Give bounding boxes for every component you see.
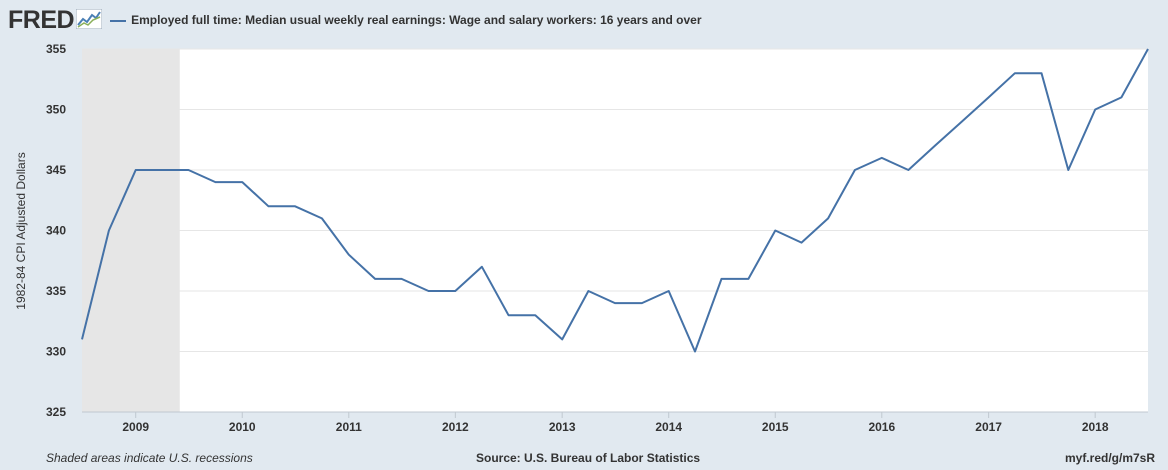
- data-point[interactable]: [666, 288, 672, 294]
- grid-lines: [82, 48, 1148, 352]
- data-point[interactable]: [986, 94, 992, 100]
- data-point[interactable]: [505, 312, 511, 318]
- y-axis-label: 1982-84 CPI Adjusted Dollars: [14, 152, 28, 309]
- y-tick-label: 325: [46, 405, 66, 419]
- legend-swatch: [110, 19, 127, 22]
- data-point[interactable]: [372, 276, 378, 282]
- data-point[interactable]: [692, 349, 698, 355]
- y-axis-ticks: 325 330 335 340 345 350 355: [46, 42, 66, 419]
- source-note: Source: U.S. Bureau of Labor Statistics: [476, 451, 701, 465]
- data-point[interactable]: [399, 276, 405, 282]
- data-point[interactable]: [292, 203, 298, 209]
- data-point[interactable]: [319, 215, 325, 221]
- data-point[interactable]: [772, 228, 778, 234]
- y-tick-label: 335: [46, 284, 66, 298]
- x-tick-label: 2012: [442, 420, 469, 434]
- data-point[interactable]: [106, 228, 112, 234]
- data-point[interactable]: [212, 179, 218, 185]
- data-point[interactable]: [266, 203, 272, 209]
- data-point[interactable]: [959, 119, 965, 125]
- data-point[interactable]: [133, 167, 139, 173]
- y-tick-label: 330: [46, 345, 66, 359]
- chart-legend: Employed full time: Median usual weekly …: [110, 13, 702, 27]
- data-point[interactable]: [239, 179, 245, 185]
- x-tick-label: 2010: [229, 420, 256, 434]
- short-link[interactable]: myf.red/g/m7sR: [1064, 451, 1155, 465]
- data-point[interactable]: [612, 300, 618, 306]
- data-point[interactable]: [852, 167, 858, 173]
- y-tick-label: 350: [46, 103, 66, 117]
- data-point[interactable]: [799, 240, 805, 246]
- x-tick-label: 2009: [122, 420, 149, 434]
- x-tick-label: 2013: [549, 420, 576, 434]
- data-point[interactable]: [479, 264, 485, 270]
- chart-header: FRED Employed full time: Median usual we…: [8, 6, 1158, 34]
- fred-logo-graph-icon: [76, 9, 103, 29]
- x-tick-label: 2011: [336, 420, 362, 434]
- data-point[interactable]: [639, 300, 645, 306]
- data-point[interactable]: [905, 167, 911, 173]
- data-point[interactable]: [932, 143, 938, 149]
- data-point[interactable]: [1145, 46, 1151, 52]
- data-point[interactable]: [346, 252, 352, 258]
- x-tick-label: 2018: [1082, 420, 1109, 434]
- data-point[interactable]: [1065, 167, 1071, 173]
- data-point[interactable]: [585, 288, 591, 294]
- data-point[interactable]: [879, 155, 885, 161]
- data-point[interactable]: [1038, 70, 1044, 76]
- x-tick-label: 2017: [975, 420, 1002, 434]
- x-tick-label: 2015: [762, 420, 789, 434]
- x-tick-label: 2014: [655, 420, 682, 434]
- data-point[interactable]: [719, 276, 725, 282]
- x-tick-label: 2016: [868, 420, 895, 434]
- data-point[interactable]: [1092, 107, 1098, 113]
- data-point[interactable]: [79, 336, 85, 342]
- recession-note: Shaded areas indicate U.S. recessions: [46, 451, 253, 465]
- data-point[interactable]: [186, 167, 192, 173]
- data-point[interactable]: [532, 312, 538, 318]
- data-point[interactable]: [1118, 94, 1124, 100]
- series-line[interactable]: [81, 48, 1149, 353]
- x-axis-ticks: 2009 2010 2011 2012 2013 2014 2015 2016 2017 2018: [122, 412, 1109, 434]
- data-point[interactable]: [159, 167, 165, 173]
- y-tick-label: 355: [46, 42, 66, 56]
- fred-logo[interactable]: FRED: [8, 6, 75, 34]
- y-tick-label: 345: [46, 163, 66, 177]
- data-point[interactable]: [559, 336, 565, 342]
- data-point[interactable]: [425, 288, 431, 294]
- legend-label: Employed full time: Median usual weekly …: [131, 13, 702, 27]
- data-point[interactable]: [452, 288, 458, 294]
- y-tick-label: 340: [46, 224, 66, 238]
- data-point[interactable]: [1012, 70, 1018, 76]
- data-point[interactable]: [825, 215, 831, 221]
- data-point[interactable]: [745, 276, 751, 282]
